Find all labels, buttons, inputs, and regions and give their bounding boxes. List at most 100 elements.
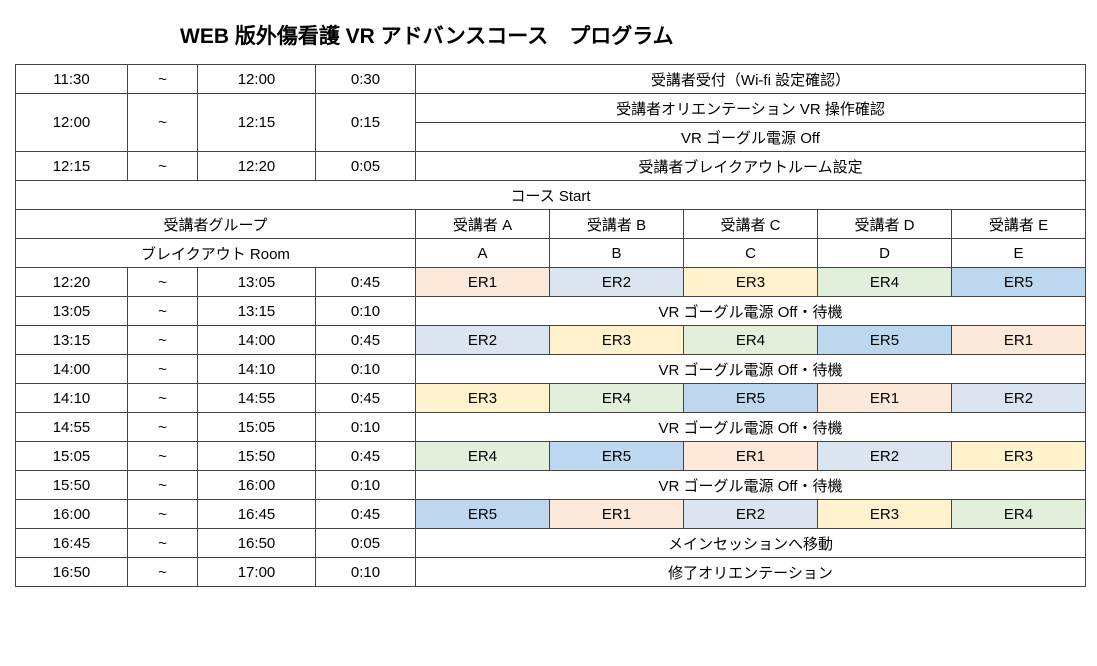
description: 受講者ブレイクアウトルーム設定 [416, 152, 1086, 181]
schedule-table: 11:30~12:000:30受講者受付（Wi-fi 設定確認）12:00~12… [15, 64, 1086, 587]
er-cell: ER1 [952, 326, 1086, 355]
tilde: ~ [128, 442, 198, 471]
table-row: 15:05~15:500:45ER4ER5ER1ER2ER3 [16, 442, 1086, 471]
time-end: 16:45 [198, 500, 316, 529]
er-cell: ER5 [952, 268, 1086, 297]
time-start: 13:05 [16, 297, 128, 326]
er-cell: ER3 [416, 384, 550, 413]
duration: 0:10 [316, 413, 416, 442]
tilde: ~ [128, 326, 198, 355]
time-start: 11:30 [16, 65, 128, 94]
description: 受講者受付（Wi-fi 設定確認） [416, 65, 1086, 94]
group-header: ブレイクアウト Room [16, 239, 416, 268]
table-row: 11:30~12:000:30受講者受付（Wi-fi 設定確認） [16, 65, 1086, 94]
tilde: ~ [128, 268, 198, 297]
description: メインセッションへ移動 [416, 529, 1086, 558]
duration: 0:45 [316, 326, 416, 355]
er-cell: ER1 [684, 442, 818, 471]
table-row: 12:20~13:050:45ER1ER2ER3ER4ER5 [16, 268, 1086, 297]
er-cell: ER1 [818, 384, 952, 413]
time-start: 12:20 [16, 268, 128, 297]
description: 修了オリエンテーション [416, 558, 1086, 587]
table-row: 16:50~17:000:10修了オリエンテーション [16, 558, 1086, 587]
tilde: ~ [128, 65, 198, 94]
tilde: ~ [128, 529, 198, 558]
er-cell: ER1 [416, 268, 550, 297]
er-cell: ER3 [684, 268, 818, 297]
table-row: 16:00~16:450:45ER5ER1ER2ER3ER4 [16, 500, 1086, 529]
time-start: 16:45 [16, 529, 128, 558]
er-cell: ER3 [818, 500, 952, 529]
time-end: 14:10 [198, 355, 316, 384]
time-end: 16:00 [198, 471, 316, 500]
er-cell: ER3 [952, 442, 1086, 471]
tilde: ~ [128, 500, 198, 529]
er-cell: ER4 [684, 326, 818, 355]
table-row: ブレイクアウト RoomABCDE [16, 239, 1086, 268]
er-cell: ER3 [550, 326, 684, 355]
duration: 0:15 [316, 94, 416, 152]
time-start: 15:05 [16, 442, 128, 471]
time-start: 15:50 [16, 471, 128, 500]
time-end: 12:20 [198, 152, 316, 181]
duration: 0:10 [316, 558, 416, 587]
table-row: 16:45~16:500:05メインセッションへ移動 [16, 529, 1086, 558]
time-end: 17:00 [198, 558, 316, 587]
header-cell: D [818, 239, 952, 268]
tilde: ~ [128, 152, 198, 181]
header-cell: B [550, 239, 684, 268]
er-cell: ER4 [818, 268, 952, 297]
page-title: WEB 版外傷看護 VR アドバンスコース プログラム [15, 20, 1082, 50]
tilde: ~ [128, 471, 198, 500]
table-row: 15:50~16:000:10VR ゴーグル電源 Off・待機 [16, 471, 1086, 500]
header-cell: 受講者 E [952, 210, 1086, 239]
tilde: ~ [128, 558, 198, 587]
description: VR ゴーグル電源 Off・待機 [416, 355, 1086, 384]
er-cell: ER5 [684, 384, 818, 413]
table-row: 13:05~13:150:10VR ゴーグル電源 Off・待機 [16, 297, 1086, 326]
duration: 0:30 [316, 65, 416, 94]
table-row: 14:00~14:100:10VR ゴーグル電源 Off・待機 [16, 355, 1086, 384]
table-row: 14:55~15:050:10VR ゴーグル電源 Off・待機 [16, 413, 1086, 442]
duration: 0:45 [316, 268, 416, 297]
time-end: 15:05 [198, 413, 316, 442]
time-start: 16:00 [16, 500, 128, 529]
time-end: 14:00 [198, 326, 316, 355]
time-start: 12:00 [16, 94, 128, 152]
description: VR ゴーグル電源 Off [416, 123, 1086, 152]
tilde: ~ [128, 384, 198, 413]
er-cell: ER2 [416, 326, 550, 355]
header-cell: A [416, 239, 550, 268]
table-row: 12:00~12:150:15受講者オリエンテーション VR 操作確認 [16, 94, 1086, 123]
duration: 0:10 [316, 471, 416, 500]
description: 受講者オリエンテーション VR 操作確認 [416, 94, 1086, 123]
header-cell: 受講者 A [416, 210, 550, 239]
time-end: 13:15 [198, 297, 316, 326]
time-end: 16:50 [198, 529, 316, 558]
time-end: 12:15 [198, 94, 316, 152]
time-start: 14:00 [16, 355, 128, 384]
duration: 0:45 [316, 500, 416, 529]
table-row: コース Start [16, 181, 1086, 210]
header-cell: 受講者 D [818, 210, 952, 239]
er-cell: ER5 [550, 442, 684, 471]
er-cell: ER4 [416, 442, 550, 471]
duration: 0:05 [316, 152, 416, 181]
tilde: ~ [128, 413, 198, 442]
table-row: 受講者グループ受講者 A受講者 B受講者 C受講者 D受講者 E [16, 210, 1086, 239]
tilde: ~ [128, 355, 198, 384]
er-cell: ER2 [550, 268, 684, 297]
full-row: コース Start [16, 181, 1086, 210]
duration: 0:45 [316, 384, 416, 413]
header-cell: E [952, 239, 1086, 268]
description: VR ゴーグル電源 Off・待機 [416, 297, 1086, 326]
header-cell: 受講者 C [684, 210, 818, 239]
tilde: ~ [128, 297, 198, 326]
time-start: 12:15 [16, 152, 128, 181]
er-cell: ER1 [550, 500, 684, 529]
er-cell: ER5 [416, 500, 550, 529]
table-row: 12:15~12:200:05受講者ブレイクアウトルーム設定 [16, 152, 1086, 181]
time-end: 12:00 [198, 65, 316, 94]
er-cell: ER2 [818, 442, 952, 471]
time-end: 15:50 [198, 442, 316, 471]
